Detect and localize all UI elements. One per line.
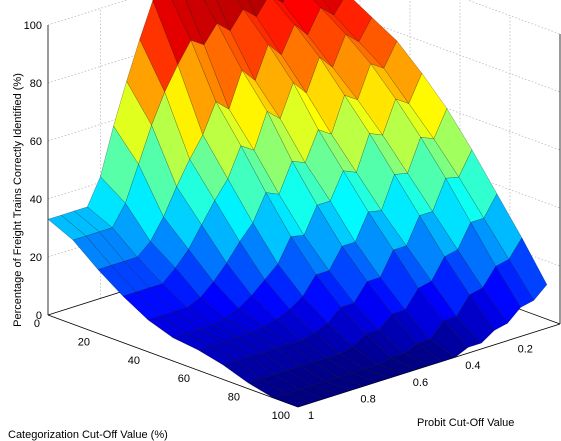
tick-labels: 0 20 40 60 80 100 0 20 40 60 80 100 0.2 0.4 0.6 0.8 1 [24, 20, 533, 422]
surface-cell [272, 393, 312, 408]
x-tick-label: 0.8 [360, 393, 375, 405]
y-tick-label: 60 [178, 373, 190, 385]
x-tick-label: 1 [308, 410, 314, 422]
z-tick-label: 0 [36, 310, 42, 322]
z-tick-label: 100 [24, 20, 42, 32]
z-tick-label: 40 [30, 194, 42, 206]
x-tick-label: 0.4 [465, 360, 480, 372]
x-tick-label: 0.6 [413, 377, 428, 389]
z-tick-label: 20 [30, 252, 42, 264]
x-tick-label: 0.2 [518, 344, 533, 356]
surface-mesh [47, 0, 548, 408]
y-tick-label: 80 [228, 392, 240, 404]
y-tick-label: 100 [272, 410, 290, 422]
z-tick-label: 80 [30, 78, 42, 90]
y-tick-label: 20 [78, 336, 90, 348]
z-tick-label: 60 [30, 136, 42, 148]
y-tick-label: 40 [128, 355, 140, 367]
y-axis-label: Categorization Cut-Off Value (%) [8, 429, 168, 441]
y-tick-label: 0 [34, 318, 40, 330]
z-axis-label: Percentage of Freight Trains Correctly I… [12, 73, 24, 327]
x-axis-label: Probit Cut-Off Value [417, 417, 514, 429]
